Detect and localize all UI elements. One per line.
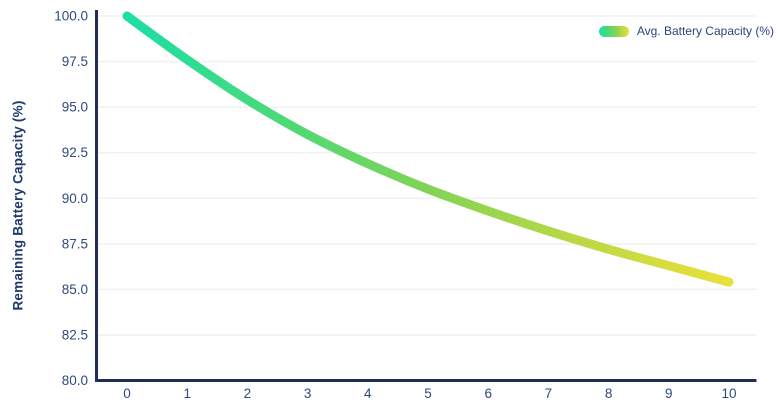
x-tick-label: 0 bbox=[123, 386, 131, 401]
y-tick-label: 82.5 bbox=[62, 327, 88, 342]
y-tick-label: 80.0 bbox=[62, 373, 88, 388]
x-tick-label: 7 bbox=[545, 386, 553, 401]
y-tick-label: 95.0 bbox=[62, 100, 88, 115]
x-tick-label: 2 bbox=[244, 386, 252, 401]
legend[interactable]: Avg. Battery Capacity (%) bbox=[598, 24, 774, 38]
x-tick-label: 3 bbox=[304, 386, 312, 401]
y-tick-label: 87.5 bbox=[62, 236, 88, 251]
battery-capacity-line bbox=[122, 11, 734, 287]
x-tick-label: 6 bbox=[484, 386, 492, 401]
y-axis-title: Remaining Battery Capacity (%) bbox=[10, 100, 26, 311]
y-tick-label: 97.5 bbox=[62, 54, 88, 69]
y-tick-label: 92.5 bbox=[62, 145, 88, 160]
y-tick-label: 100.0 bbox=[54, 9, 88, 24]
x-tick-label: 10 bbox=[721, 386, 736, 401]
x-tick-label: 9 bbox=[665, 386, 673, 401]
x-tick-label: 4 bbox=[364, 386, 372, 401]
x-tick-label: 1 bbox=[183, 386, 191, 401]
y-tick-label: 90.0 bbox=[62, 191, 88, 206]
legend-gradient-swatch-icon bbox=[598, 25, 629, 37]
y-tick-label: 85.0 bbox=[62, 282, 88, 297]
x-tick-label: 5 bbox=[424, 386, 432, 401]
x-tick-label: 8 bbox=[605, 386, 613, 401]
legend-label: Avg. Battery Capacity (%) bbox=[636, 24, 774, 38]
